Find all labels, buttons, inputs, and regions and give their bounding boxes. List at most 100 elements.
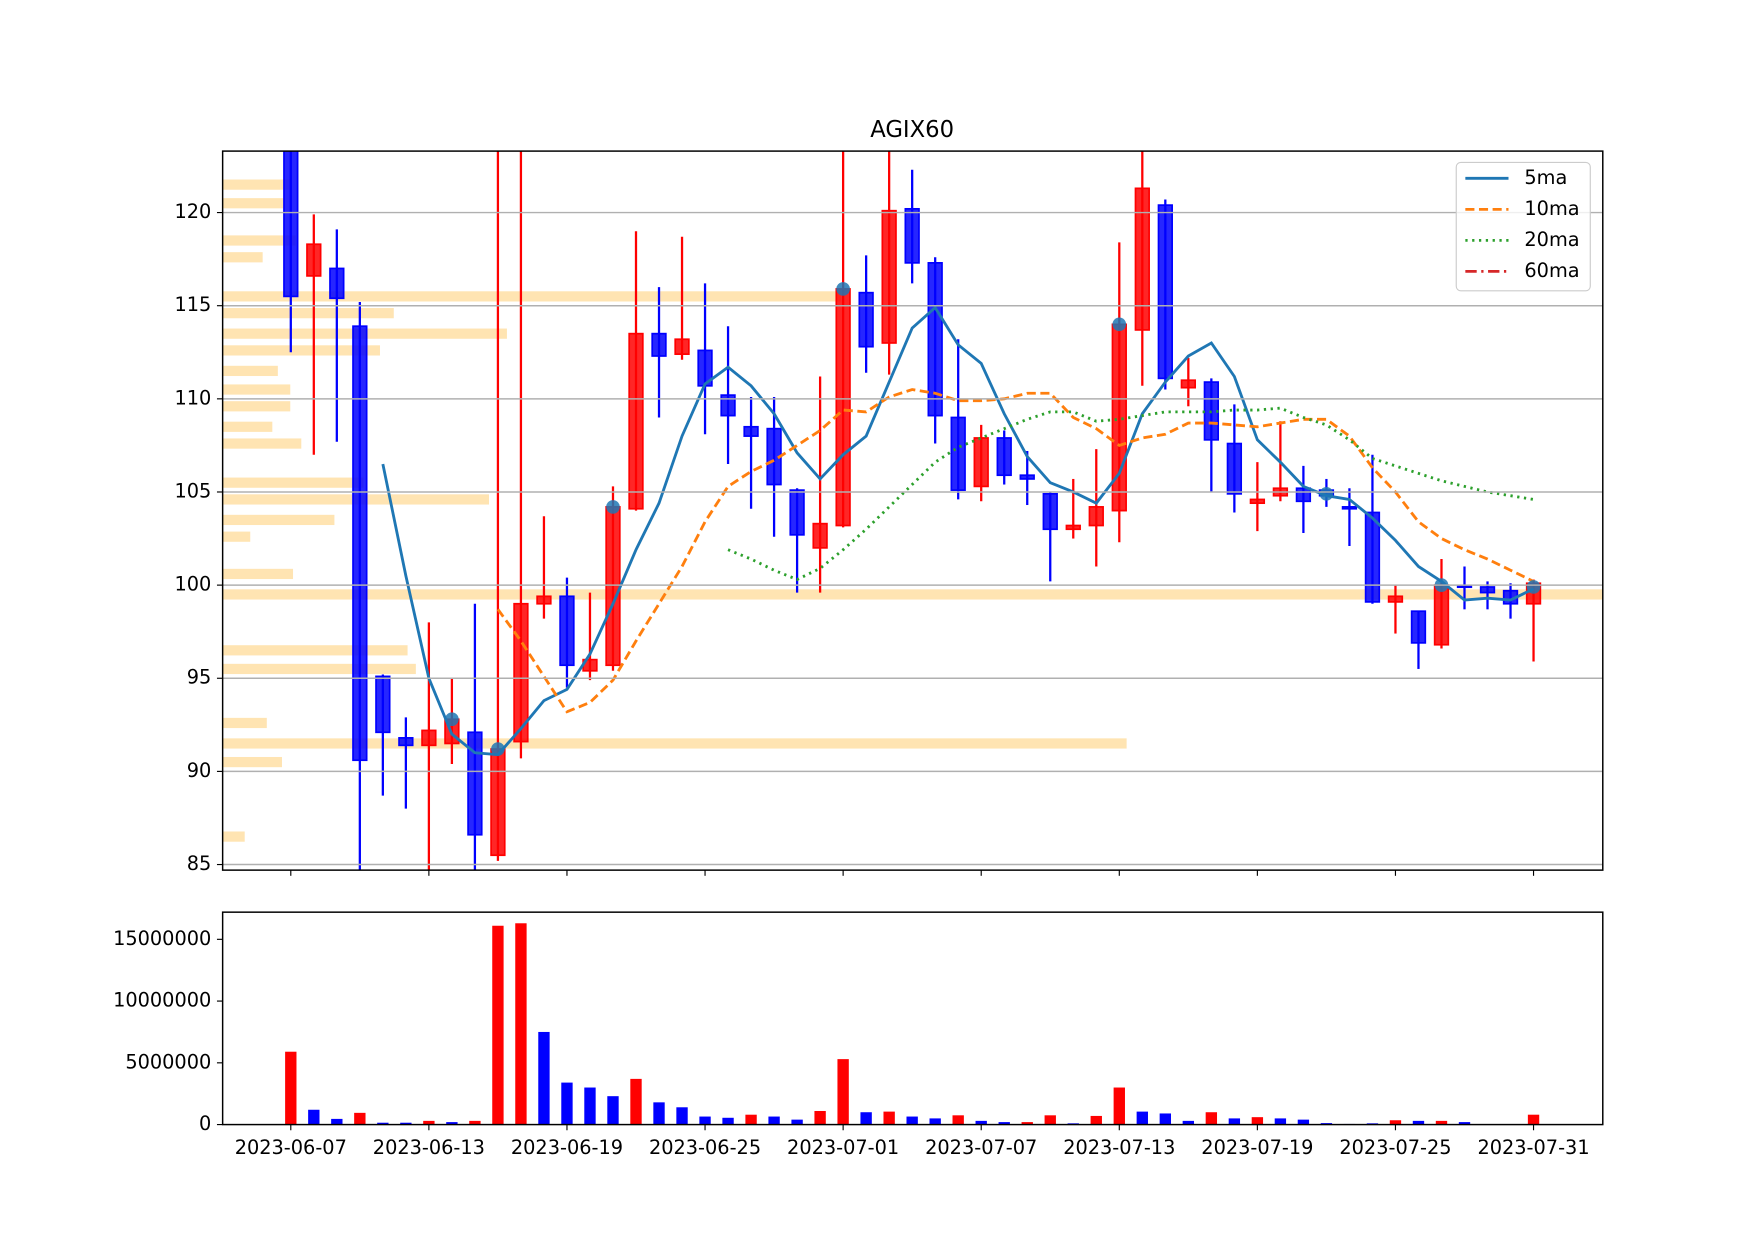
volume-bar (722, 1117, 734, 1125)
volume-bar (1320, 1123, 1333, 1125)
volume-profile-bar (222, 421, 273, 432)
candle-body (950, 416, 966, 491)
candle-body (996, 437, 1012, 477)
marker (1319, 487, 1334, 501)
legend-label: 60ma (1524, 259, 1579, 282)
volume-bar (1159, 1113, 1171, 1125)
volume-profile-bar (222, 717, 267, 729)
volume-bar (791, 1119, 803, 1125)
volume-bar (400, 1122, 412, 1125)
volume-bar (538, 1031, 550, 1125)
volume-bar (699, 1116, 711, 1125)
candle-body (1479, 586, 1496, 594)
volume-bar (285, 1051, 297, 1125)
volume-bar (837, 1059, 849, 1125)
candle-body (674, 338, 690, 355)
candle-body (651, 332, 667, 357)
volume-bar (745, 1114, 757, 1125)
legend-label: 5ma (1524, 166, 1567, 189)
candle-body (536, 595, 552, 605)
price-frame (221, 150, 1604, 871)
candle-body (789, 489, 805, 536)
volume-bar (1435, 1120, 1448, 1125)
candle-body (1180, 379, 1197, 389)
volume-bar (354, 1112, 366, 1125)
candle-body (1134, 187, 1150, 331)
candle-body (1249, 498, 1266, 505)
x-tick-label: 2023-06-19 (511, 1136, 623, 1159)
candle-body (835, 288, 851, 527)
chart-title: AGIX60 (870, 117, 954, 143)
volume-bar (607, 1096, 619, 1125)
x-tick-label: 2023-07-01 (787, 1136, 899, 1159)
axes: 85 90 95 100 105 110 115 120 0 5000000 10000000 150… (113, 150, 1604, 1159)
volume-y-tick-label: 15000000 (113, 927, 211, 950)
candle-body (1065, 524, 1081, 531)
volume-profile-bar (222, 198, 284, 209)
volume-bar (883, 1111, 895, 1125)
volume-bar (446, 1122, 458, 1125)
volume-y-tick-label: 10000000 (113, 989, 211, 1012)
volume-panel (285, 923, 1540, 1125)
volume-bar (492, 925, 504, 1125)
volume-bar (1021, 1122, 1033, 1125)
volume-bar (308, 1109, 320, 1125)
volume-bar (1251, 1117, 1264, 1125)
y-tick-label: 115 (174, 293, 211, 316)
x-tick-label: 2023-06-25 (649, 1136, 761, 1159)
volume-bar (814, 1110, 826, 1125)
candle-body (1042, 492, 1058, 531)
candle-body (467, 731, 483, 836)
candle-body (927, 262, 943, 417)
volume-profile-bar (222, 438, 302, 449)
volume-bar (768, 1116, 780, 1125)
volume-bar (331, 1118, 343, 1125)
marker (1526, 580, 1541, 594)
volume-profile-bar (222, 345, 380, 356)
volume-bar (653, 1102, 665, 1125)
candle-body (283, 151, 299, 298)
volume-profile-bar (222, 738, 1127, 749)
volume-bar (1274, 1118, 1287, 1125)
volume-bar (676, 1107, 688, 1125)
volume-profile-bar (222, 365, 278, 377)
volume-bar (929, 1118, 941, 1125)
candle-body (1226, 442, 1243, 495)
volume-bar (1205, 1112, 1218, 1125)
volume-profile-bar (222, 291, 841, 302)
volume-profile-bar (222, 384, 291, 395)
volume-profile-bar (222, 645, 408, 656)
volume-y-tick-label: 5000000 (125, 1050, 211, 1073)
y-tick-label: 90 (187, 759, 212, 782)
x-tick-label: 2023-07-25 (1339, 1136, 1451, 1159)
volume-profile-bar (222, 831, 245, 842)
y-tick-label: 105 (174, 479, 211, 502)
candle-body (812, 522, 828, 549)
x-tick-label: 2023-07-19 (1201, 1136, 1313, 1159)
volume-bar (423, 1120, 435, 1125)
volume-bar (1136, 1111, 1148, 1125)
volume-bar (860, 1112, 872, 1125)
y-tick-label: 100 (174, 573, 211, 596)
volume-bar (515, 923, 527, 1125)
volume-bar (906, 1116, 918, 1125)
volume-profile-bar (222, 179, 291, 190)
marker (491, 742, 505, 756)
volume-bar (469, 1120, 481, 1125)
candle-body (398, 737, 414, 747)
volume-profile-bar (222, 477, 364, 488)
marker (606, 500, 620, 514)
y-tick-label: 110 (174, 386, 211, 409)
y-tick-label: 95 (187, 666, 212, 689)
volume-profile-bar (222, 514, 335, 526)
x-tick-label: 2023-07-07 (925, 1136, 1037, 1159)
volume-bar (1228, 1118, 1241, 1125)
volume-profile-bar (222, 756, 282, 768)
candle-body (306, 243, 322, 277)
candle-body (720, 394, 736, 417)
candle-body (628, 332, 644, 510)
candle-body (1019, 474, 1035, 480)
volume-y-tick-label: 0 (199, 1112, 211, 1135)
candle-body (1364, 511, 1381, 603)
